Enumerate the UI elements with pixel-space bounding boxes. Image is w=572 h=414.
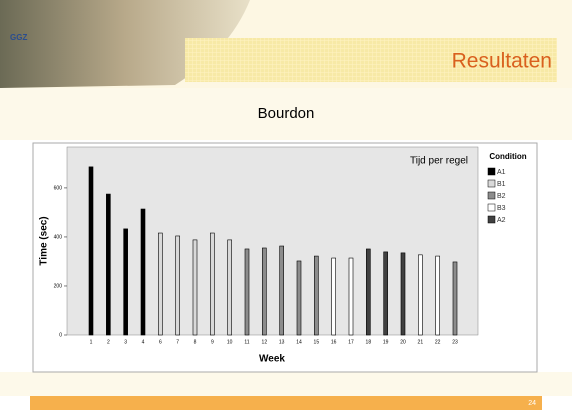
x-tick-label: 20 — [400, 339, 406, 345]
x-tick-label: 8 — [194, 339, 197, 345]
x-tick-label: 19 — [383, 339, 389, 345]
logo: GGZ — [10, 33, 27, 42]
legend-swatch — [488, 168, 495, 175]
page: GGZ Resultaten Bourdon 24 Tijd per regel… — [0, 0, 572, 414]
x-tick-label: 3 — [124, 339, 127, 345]
bar — [401, 253, 405, 335]
x-tick-label: 18 — [366, 339, 372, 345]
bar — [349, 258, 353, 335]
x-tick-label: 22 — [435, 339, 441, 345]
bar — [280, 246, 284, 335]
footer-bar — [30, 396, 542, 410]
x-tick-label: 11 — [244, 339, 249, 345]
y-axis-label: Time (sec) — [39, 216, 50, 265]
y-tick-label: 600 — [54, 185, 63, 191]
bar — [436, 256, 440, 335]
x-tick-label: 12 — [262, 339, 268, 345]
x-tick-label: 21 — [418, 339, 424, 345]
slide-subtitle: Bourdon — [258, 105, 315, 122]
legend-swatch — [488, 180, 495, 187]
bar — [245, 249, 249, 335]
bar — [158, 233, 162, 335]
slide-title: Resultaten — [452, 50, 552, 73]
legend-title: Condition — [489, 152, 526, 161]
x-tick-label: 9 — [211, 339, 214, 345]
legend-label: A1 — [497, 169, 506, 176]
x-tick-label: 15 — [314, 339, 320, 345]
bar — [418, 255, 422, 335]
x-tick-label: 4 — [142, 339, 145, 345]
y-tick-label: 200 — [54, 283, 63, 289]
bar — [141, 209, 145, 335]
page-number: 24 — [528, 400, 536, 407]
x-tick-label: 1 — [90, 339, 93, 345]
x-axis-label: Week — [259, 354, 285, 365]
bar — [453, 262, 457, 335]
x-tick-label: 6 — [159, 339, 162, 345]
x-tick-label: 17 — [348, 339, 354, 345]
bar — [332, 258, 336, 335]
x-tick-label: 23 — [452, 339, 458, 345]
legend-label: B2 — [497, 193, 506, 200]
bar — [384, 252, 388, 335]
legend-swatch — [488, 192, 495, 199]
bar — [176, 236, 180, 335]
x-tick-label: 7 — [176, 339, 179, 345]
legend-swatch — [488, 204, 495, 211]
legend-label: B3 — [497, 205, 506, 212]
slide: GGZ Resultaten Bourdon 24 Tijd per regel… — [0, 0, 572, 414]
x-tick-label: 16 — [331, 339, 337, 345]
bar — [297, 261, 301, 335]
x-tick-label: 2 — [107, 339, 110, 345]
plot-area — [67, 147, 478, 335]
x-tick-label: 13 — [279, 339, 285, 345]
y-tick-label: 0 — [59, 332, 62, 338]
legend-label: A2 — [497, 217, 506, 224]
bar — [106, 194, 110, 335]
bar — [193, 240, 197, 335]
legend-label: B1 — [497, 181, 506, 188]
bar — [210, 233, 214, 335]
bar — [228, 240, 232, 335]
legend-swatch — [488, 216, 495, 223]
bar — [89, 167, 93, 335]
bar — [366, 249, 370, 335]
bar — [124, 229, 128, 335]
x-tick-label: 14 — [296, 339, 302, 345]
footer-band — [0, 372, 572, 396]
y-tick-label: 400 — [54, 234, 63, 240]
x-tick-label: 10 — [227, 339, 233, 345]
annotation: Tijd per regel — [410, 156, 468, 167]
bar — [314, 256, 318, 335]
bar — [262, 248, 266, 335]
